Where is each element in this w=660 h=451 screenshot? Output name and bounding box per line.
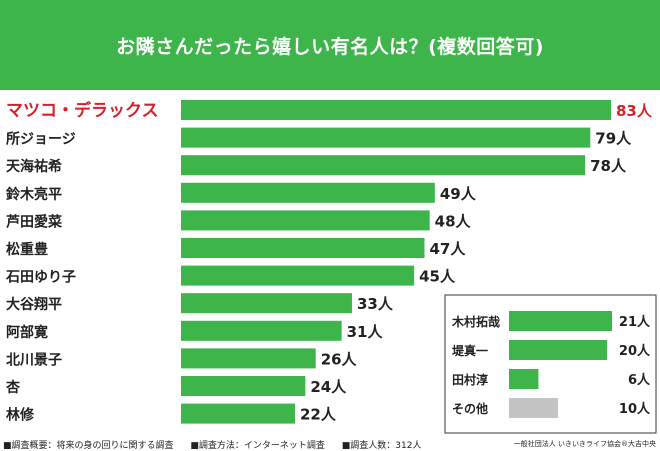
bar bbox=[509, 398, 559, 418]
bar bbox=[181, 376, 306, 396]
survey-notes: ■調査概要：将来の身の回りに関する調査 ■調査方法：インターネット調査 ■調査人… bbox=[3, 438, 435, 451]
category-label: 阿部寛 bbox=[6, 324, 48, 341]
category-label: 林修 bbox=[6, 407, 35, 424]
value-label: 48人 bbox=[435, 212, 472, 230]
value-label: 83人 bbox=[616, 102, 653, 120]
bar bbox=[181, 100, 611, 120]
value-label: 31人 bbox=[347, 323, 384, 341]
value-label: 33人 bbox=[357, 295, 394, 313]
bar bbox=[181, 182, 435, 203]
category-label: その他 bbox=[452, 401, 488, 416]
bar bbox=[509, 369, 539, 389]
bar bbox=[181, 265, 415, 286]
category-label: 松重豊 bbox=[6, 241, 48, 258]
bar bbox=[181, 127, 591, 148]
survey-footer: ■調査概要：将来の身の回りに関する調査 ■調査方法：インターネット調査 ■調査人… bbox=[0, 436, 660, 451]
category-label: 田村淳 bbox=[452, 372, 488, 387]
bar bbox=[181, 155, 586, 176]
category-label: 天海祐希 bbox=[6, 158, 62, 175]
value-label: 49人 bbox=[440, 185, 477, 203]
category-label: 石田ゆり子 bbox=[5, 270, 76, 286]
survey-note-method: ■調査方法：インターネット調査 bbox=[190, 441, 325, 451]
bar bbox=[181, 238, 425, 258]
category-label: 大谷翔平 bbox=[6, 296, 62, 313]
value-label: 79人 bbox=[595, 130, 632, 148]
category-label: 堤真一 bbox=[452, 343, 488, 358]
value-label: 78人 bbox=[590, 157, 627, 175]
category-label: 芦田愛菜 bbox=[6, 213, 63, 230]
value-label: 45人 bbox=[419, 268, 456, 286]
survey-note-sample: ■調査人数：312人 bbox=[341, 441, 422, 451]
bar bbox=[181, 320, 342, 341]
chart-title: お隣さんだったら嬉しい有名人は？(複数回答可) bbox=[0, 0, 660, 90]
bar bbox=[181, 293, 352, 314]
category-label: 杏 bbox=[5, 379, 21, 396]
bar bbox=[181, 403, 295, 424]
bar bbox=[181, 210, 430, 231]
value-label: 6人 bbox=[628, 372, 651, 388]
category-label: 木村拓哉 bbox=[451, 314, 500, 329]
organization-credit: 一般社団法人 いきいきライフ協会®大吉中央 bbox=[513, 440, 656, 448]
category-label: 所ジョージ bbox=[6, 131, 76, 148]
category-label: 北川景子 bbox=[6, 352, 62, 368]
value-label: 26人 bbox=[321, 350, 358, 368]
bar bbox=[181, 348, 316, 369]
value-label: 47人 bbox=[429, 240, 466, 258]
bar bbox=[509, 340, 608, 360]
value-label: 21人 bbox=[619, 314, 651, 330]
bar bbox=[509, 311, 612, 331]
category-label: マツコ・デラックス bbox=[6, 100, 159, 121]
survey-note-overview: ■調査概要：将来の身の回りに関する調査 bbox=[3, 441, 174, 451]
value-label: 10人 bbox=[619, 401, 651, 417]
category-label: 鈴木亮平 bbox=[6, 186, 62, 203]
value-label: 24人 bbox=[310, 378, 347, 396]
value-label: 20人 bbox=[619, 343, 651, 359]
value-label: 22人 bbox=[300, 406, 337, 424]
